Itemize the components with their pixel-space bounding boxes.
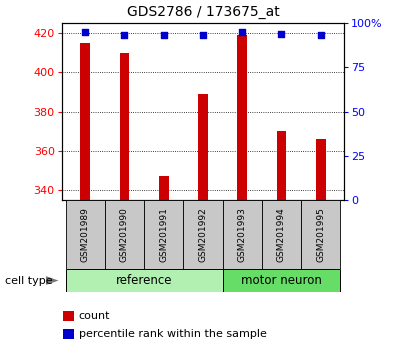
Bar xyxy=(66,269,222,292)
Bar xyxy=(159,176,169,200)
Point xyxy=(160,33,167,38)
Point xyxy=(318,33,324,38)
Bar xyxy=(198,94,208,200)
Text: motor neuron: motor neuron xyxy=(241,274,322,287)
Bar xyxy=(80,43,90,200)
Text: GSM201993: GSM201993 xyxy=(238,207,247,262)
Bar xyxy=(63,329,74,339)
Bar xyxy=(144,200,183,269)
Point xyxy=(200,33,206,38)
Point xyxy=(82,29,88,35)
Bar xyxy=(262,200,301,269)
Bar xyxy=(301,200,340,269)
Text: GSM201989: GSM201989 xyxy=(81,207,90,262)
Bar xyxy=(316,139,326,200)
Text: GSM201991: GSM201991 xyxy=(159,207,168,262)
Bar xyxy=(63,311,74,321)
Bar xyxy=(277,131,287,200)
Bar xyxy=(183,200,222,269)
Title: GDS2786 / 173675_at: GDS2786 / 173675_at xyxy=(127,5,279,19)
Text: cell type: cell type xyxy=(5,275,53,286)
Text: GSM201995: GSM201995 xyxy=(316,207,325,262)
Bar xyxy=(119,52,129,200)
Point xyxy=(239,29,246,35)
Bar xyxy=(105,200,144,269)
Text: reference: reference xyxy=(116,274,172,287)
Text: percentile rank within the sample: percentile rank within the sample xyxy=(79,330,267,339)
Text: count: count xyxy=(79,311,110,321)
Point xyxy=(121,33,128,38)
Bar xyxy=(222,269,340,292)
Bar xyxy=(237,35,247,200)
Text: GSM201994: GSM201994 xyxy=(277,207,286,262)
Bar xyxy=(66,200,105,269)
Polygon shape xyxy=(46,276,59,285)
Point xyxy=(278,31,285,36)
Text: GSM201992: GSM201992 xyxy=(199,207,207,262)
Bar xyxy=(222,200,262,269)
Text: GSM201990: GSM201990 xyxy=(120,207,129,262)
